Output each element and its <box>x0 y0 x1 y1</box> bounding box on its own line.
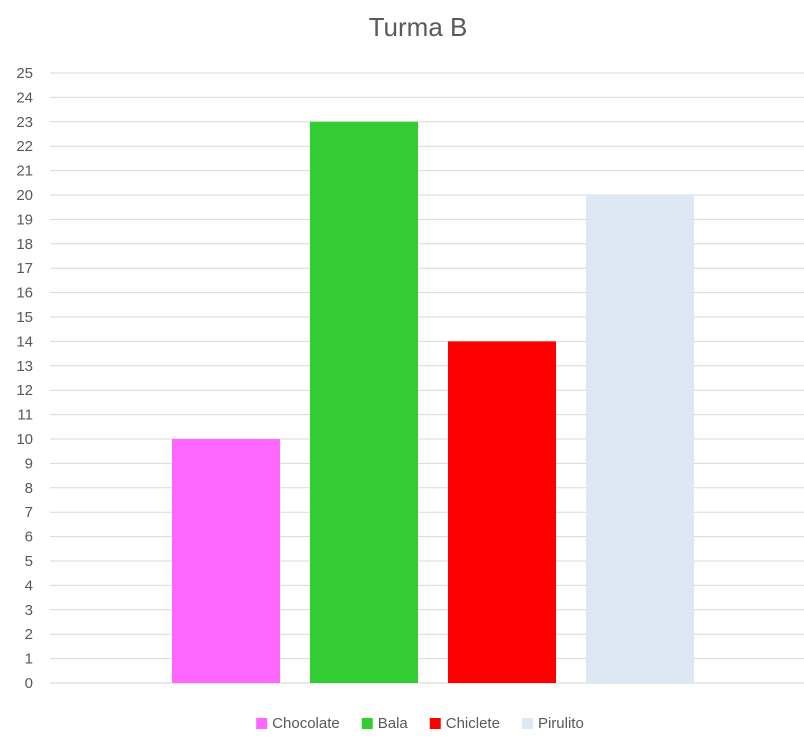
y-tick-label: 9 <box>25 455 33 472</box>
y-tick-label: 24 <box>16 89 33 106</box>
y-tick-label: 5 <box>25 553 33 570</box>
y-tick-label: 14 <box>16 333 33 350</box>
y-tick-label: 4 <box>25 577 33 594</box>
y-tick-label: 3 <box>25 602 33 619</box>
bars <box>172 121 694 684</box>
y-tick-label: 10 <box>16 431 33 448</box>
y-tick-label: 15 <box>16 309 33 326</box>
y-tick-label: 17 <box>16 260 33 277</box>
y-tick-label: 6 <box>25 529 33 546</box>
y-tick-label: 21 <box>16 163 33 180</box>
chart-title: Turma B <box>369 12 468 42</box>
legend-label-chocolate: Chocolate <box>272 715 340 732</box>
y-tick-label: 1 <box>25 651 33 668</box>
y-tick-label: 12 <box>16 382 33 399</box>
legend-swatch-chocolate <box>256 718 268 729</box>
y-tick-label: 25 <box>16 65 33 82</box>
legend-swatch-bala <box>361 718 373 729</box>
legend-swatch-chiclete <box>429 718 441 729</box>
bar-chiclete <box>448 341 556 683</box>
y-tick-label: 19 <box>16 211 33 228</box>
y-tick-label: 16 <box>16 285 33 302</box>
legend-label-bala: Bala <box>378 715 409 732</box>
y-tick-label: 22 <box>16 138 33 155</box>
y-tick-label: 13 <box>16 358 33 375</box>
legend-swatch-pirulito <box>521 718 533 729</box>
y-tick-label: 0 <box>25 675 33 692</box>
y-tick-label: 7 <box>25 504 33 521</box>
y-tick-label: 18 <box>16 236 33 253</box>
y-tick-label: 23 <box>16 114 33 131</box>
y-tick-label: 20 <box>16 187 33 204</box>
legend: Chocolate Bala Chiclete Pirulito <box>256 715 584 732</box>
bar-chocolate <box>172 439 280 683</box>
legend-label-chiclete: Chiclete <box>446 715 500 732</box>
bar-pirulito <box>586 195 694 683</box>
y-tick-label: 8 <box>25 480 33 497</box>
legend-label-pirulito: Pirulito <box>538 715 584 732</box>
bar-bala <box>310 121 418 684</box>
y-axis-ticks: 0123456789101112131415161718192021222324… <box>16 65 33 692</box>
y-tick-label: 11 <box>17 407 33 424</box>
y-tick-label: 2 <box>25 626 33 643</box>
